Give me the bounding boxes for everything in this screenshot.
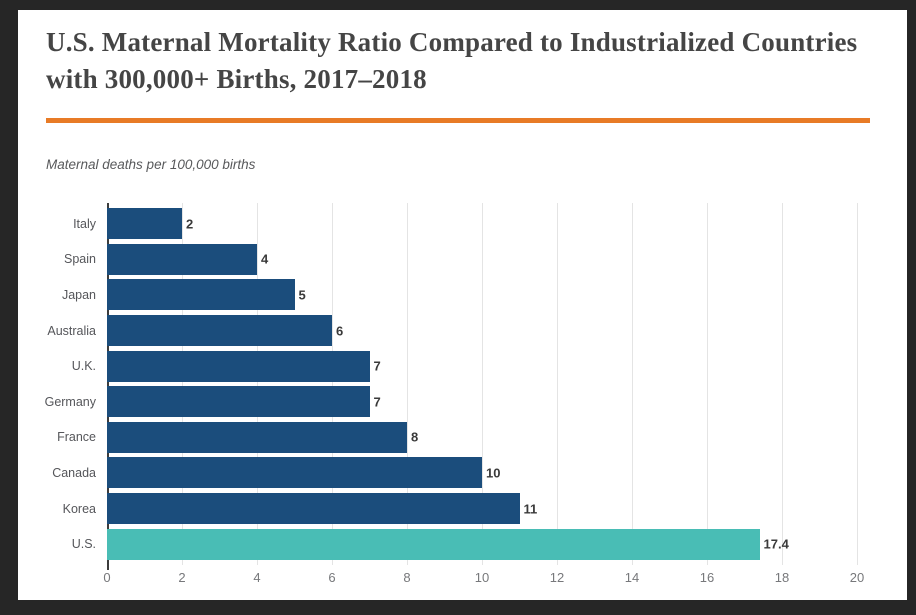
- bar-japan: [107, 279, 295, 311]
- bar-germany: [107, 386, 370, 418]
- x-tick-label-20: 20: [849, 570, 865, 585]
- bar-track: 6: [107, 315, 857, 347]
- bar-france: [107, 421, 407, 453]
- gridline-18: [782, 203, 783, 565]
- bar-us: [107, 528, 760, 560]
- gridline-10: [482, 203, 483, 565]
- gridline-2: [182, 203, 183, 565]
- category-label: Italy: [73, 216, 96, 231]
- category-label: Canada: [52, 465, 96, 480]
- x-tick-label-4: 4: [253, 570, 261, 585]
- value-label: 8: [411, 429, 419, 445]
- x-tick-label-16: 16: [699, 570, 715, 585]
- gridline-8: [407, 203, 408, 565]
- gridline-20: [857, 203, 858, 565]
- bar-row: U.K. 7: [18, 348, 857, 384]
- category-label: Japan: [61, 287, 96, 302]
- bar-track: 4: [107, 243, 857, 275]
- category-label: Australia: [47, 323, 96, 338]
- chart-card: U.S. Maternal Mortality Ratio Compared t…: [18, 10, 907, 600]
- bar-track: 17.4: [107, 528, 857, 560]
- bar-track: 5: [107, 279, 857, 311]
- x-tick-label-0: 0: [103, 570, 111, 585]
- axis-caption: Maternal deaths per 100,000 births: [46, 157, 256, 172]
- accent-divider: [46, 118, 870, 123]
- bar-canada: [107, 457, 482, 489]
- category-label: Germany: [44, 394, 96, 409]
- bar-track: 10: [107, 457, 857, 489]
- value-label: 6: [336, 323, 344, 339]
- x-tick-label-14: 14: [624, 570, 640, 585]
- value-label: 17.4: [763, 536, 789, 552]
- value-label: 7: [373, 394, 381, 410]
- category-label: U.S.: [71, 537, 96, 552]
- value-label: 2: [186, 216, 194, 232]
- x-tick-label-2: 2: [178, 570, 186, 585]
- bar-korea: [107, 493, 520, 525]
- category-label: France: [57, 430, 96, 445]
- category-label: U.K.: [71, 359, 96, 374]
- gridline-6: [332, 203, 333, 565]
- x-tick-label-8: 8: [403, 570, 411, 585]
- x-tick-label-10: 10: [474, 570, 490, 585]
- bar-row: Korea 11: [18, 491, 857, 527]
- bar-row: France 8: [18, 420, 857, 456]
- bar-row: Germany 7: [18, 384, 857, 420]
- bar-track: 7: [107, 386, 857, 418]
- x-tick-label-12: 12: [549, 570, 565, 585]
- bar-rows: Italy 2 Spain 4 Japan 5 Australia 6 U.K. 7 Germany…: [18, 206, 857, 562]
- bar-track: 11: [107, 493, 857, 525]
- value-label: 11: [523, 501, 538, 517]
- x-tick-label-6: 6: [328, 570, 336, 585]
- value-label: 4: [261, 251, 269, 267]
- bar-row: Italy 2: [18, 206, 857, 242]
- bar-row: Spain 4: [18, 242, 857, 278]
- bar-australia: [107, 315, 332, 347]
- x-tick-label-18: 18: [774, 570, 790, 585]
- gridline-12: [557, 203, 558, 565]
- bar-row: Canada 10: [18, 455, 857, 491]
- category-label: Spain: [64, 252, 96, 267]
- bar-row: Japan 5: [18, 277, 857, 313]
- bar-track: 2: [107, 208, 857, 240]
- value-label: 5: [298, 287, 306, 303]
- bar-row: U.S. 17.4: [18, 526, 857, 562]
- value-label: 10: [486, 465, 501, 481]
- value-label: 7: [373, 358, 381, 374]
- bar-track: 8: [107, 421, 857, 453]
- gridline-14: [632, 203, 633, 565]
- bar-italy: [107, 208, 182, 240]
- chart-title: U.S. Maternal Mortality Ratio Compared t…: [46, 27, 858, 94]
- category-label: Korea: [62, 501, 96, 516]
- bar-track: 7: [107, 350, 857, 382]
- bar-spain: [107, 243, 257, 275]
- bar-uk: [107, 350, 370, 382]
- bar-chart: Italy 2 Spain 4 Japan 5 Australia 6 U.K. 7 Germany…: [18, 10, 907, 600]
- gridlines: [107, 203, 858, 565]
- x-axis-tick-labels: 0 2 4 6 8 10 12 14 16 18 20: [103, 570, 864, 588]
- gridline-4: [257, 203, 258, 565]
- bar-row: Australia 6: [18, 313, 857, 349]
- gridline-16: [707, 203, 708, 565]
